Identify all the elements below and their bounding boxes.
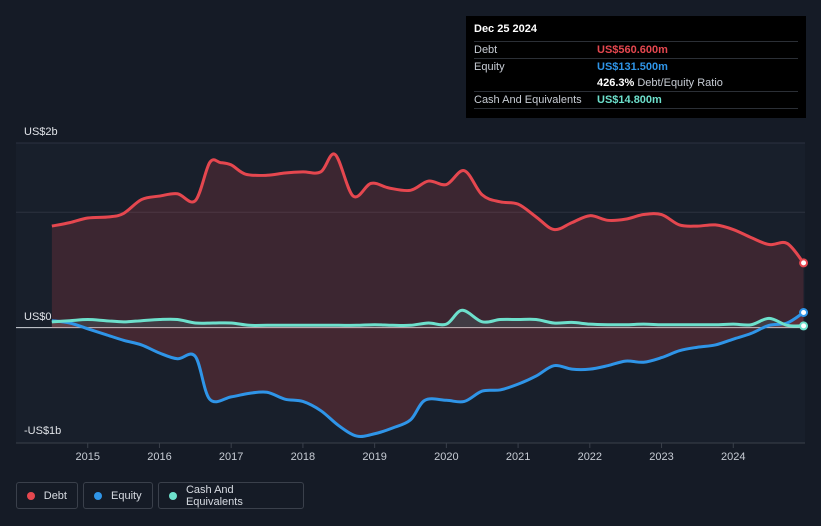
legend-cash-label: Cash And Equivalents [185, 483, 243, 508]
data-tooltip: Dec 25 2024 Debt US$560.600m Equity US$1… [466, 16, 806, 118]
legend-equity-label: Equity [111, 489, 142, 502]
legend-debt-toggle[interactable]: Debt [16, 482, 78, 509]
x-tick-label: 2016 [147, 451, 172, 463]
y-axis-bottom-label: -US$1b [24, 425, 62, 437]
line-equity [51, 311, 805, 438]
end-marker-debt [799, 258, 809, 268]
legend-cash-toggle[interactable]: Cash And Equivalents [158, 482, 304, 509]
end-marker-cash-and-equivalents [799, 321, 809, 331]
cash-dot-icon [169, 491, 177, 500]
x-tick-label: 2021 [505, 451, 531, 463]
tooltip-equity-value: US$131.500m [597, 61, 668, 73]
tooltip-debt-value: US$560.600m [597, 44, 668, 56]
debt-dot-icon [27, 491, 35, 500]
tooltip-cash-label: Cash And Equivalents [474, 94, 582, 106]
plot-background [16, 143, 805, 443]
series-lines [51, 152, 805, 438]
tooltip-ratio-label: Debt/Equity Ratio [637, 77, 723, 89]
tooltip-cash-row: Cash And Equivalents US$14.800m [474, 91, 798, 109]
legend-equity-toggle[interactable]: Equity [83, 482, 153, 509]
x-tick-label: 2017 [218, 451, 244, 463]
x-tick-label: 2019 [362, 451, 387, 463]
tooltip-cash-value: US$14.800m [597, 94, 662, 106]
tooltip-equity-row: Equity US$131.500m [474, 58, 798, 75]
line-cash-and-equivalents [51, 308, 804, 328]
x-tick-label: 2020 [434, 451, 459, 463]
line-debt [51, 152, 805, 264]
series-end-markers [799, 258, 809, 331]
x-tick-label: 2022 [577, 451, 603, 463]
end-marker-equity [799, 308, 809, 317]
x-tick-label: 2023 [649, 451, 674, 463]
tooltip-debt-row: Debt US$560.600m [474, 41, 798, 58]
tooltip-equity-label: Equity [474, 61, 505, 73]
y-axis-zero-label: US$0 [24, 311, 52, 323]
equity-dot-icon [94, 491, 102, 500]
tooltip-ratio-value: 426.3% [597, 77, 635, 89]
tooltip-debt-label: Debt [474, 44, 498, 56]
x-tick-label: 2015 [75, 451, 100, 463]
tooltip-date: Dec 25 2024 [474, 23, 537, 35]
tooltip-ratio-row: 426.3% Debt/Equity Ratio [474, 75, 798, 91]
y-axis-top-label: US$2b [24, 126, 58, 138]
area-equity [51, 312, 804, 437]
x-tick-label: 2024 [721, 451, 746, 463]
x-tick-label: 2018 [290, 451, 316, 463]
legend-debt-label: Debt [43, 489, 67, 502]
area-debt [51, 153, 804, 328]
grid-lines [16, 142, 805, 448]
